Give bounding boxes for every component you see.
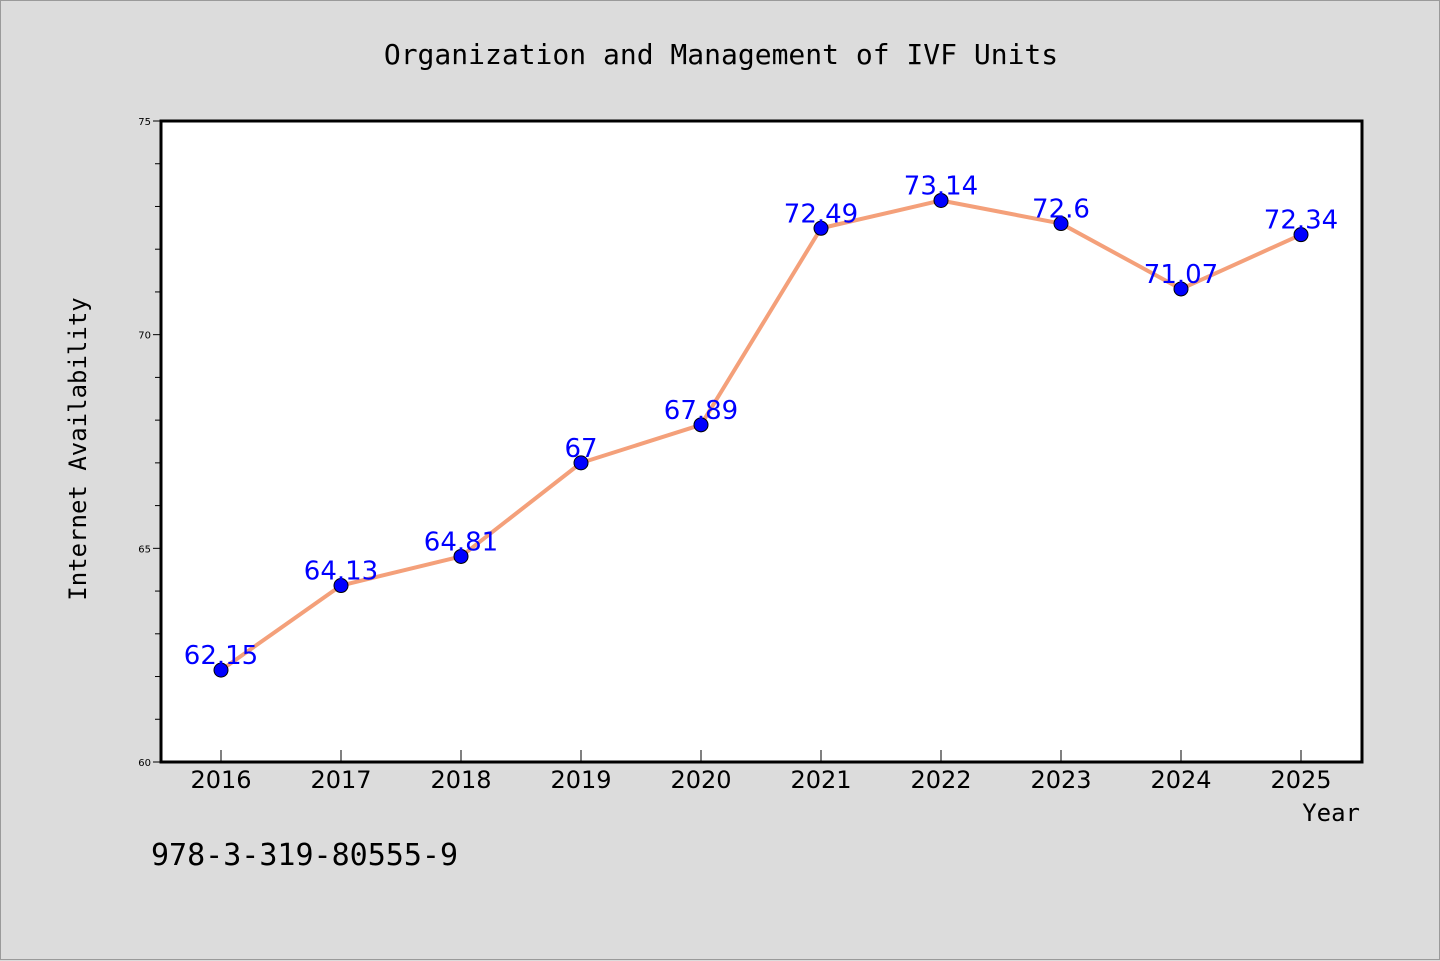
data-point (453, 548, 469, 564)
data-label: 73.14 (904, 171, 978, 201)
x-tick-label: 2025 (1270, 766, 1331, 794)
x-tick-label: 2018 (430, 766, 491, 794)
x-tick-label: 2016 (190, 766, 251, 794)
x-tick-label: 2021 (790, 766, 851, 794)
y-axis: 60 65 70 75 (138, 117, 161, 769)
data-label: 62.15 (184, 641, 258, 671)
series-line (219, 198, 1303, 673)
x-axis-label: Year (1302, 799, 1360, 827)
data-label: 72.34 (1264, 206, 1338, 236)
data-label: 72.6 (1032, 195, 1090, 225)
data-point (1173, 281, 1189, 297)
data-markers (213, 192, 1309, 678)
data-point (813, 220, 829, 236)
chart-title: Organization and Management of IVF Units (384, 38, 1058, 71)
isbn-footer: 978-3-319-80555-9 (151, 838, 458, 873)
data-label: 67.89 (664, 396, 738, 426)
x-tick-label: 2020 (670, 766, 731, 794)
x-tick-label: 2024 (1150, 766, 1211, 794)
data-point (693, 417, 709, 433)
data-label: 64.81 (424, 527, 498, 557)
plot-border (159, 119, 1364, 764)
x-tick-label: 2019 (550, 766, 611, 794)
data-point (213, 662, 229, 678)
data-point (933, 192, 949, 208)
data-point (1053, 216, 1069, 232)
data-point (573, 455, 589, 471)
y-tick-label: 70 (138, 331, 151, 342)
x-tick-label: 2022 (910, 766, 971, 794)
y-tick-label: 65 (138, 544, 151, 555)
plot-area (161, 121, 1362, 762)
data-label: 72.49 (784, 199, 858, 229)
y-tick-label: 75 (138, 117, 151, 128)
data-label: 71.07 (1144, 260, 1218, 290)
x-tick-label: 2017 (310, 766, 371, 794)
x-axis: 2016 2017 2018 2019 2020 2021 2022 2023 2024 2025 (190, 750, 1332, 794)
y-tick-label: 60 (138, 758, 151, 769)
data-point (333, 578, 349, 594)
data-labels: 62.15 64.13 64.81 67 67.89 72.49 73.14 72.6 71.0… (184, 171, 1338, 671)
y-axis-label: Internet Availability (64, 297, 92, 600)
x-tick-label: 2023 (1030, 766, 1091, 794)
data-label: 67 (564, 434, 597, 464)
data-label: 64.13 (304, 557, 378, 587)
data-point (1293, 227, 1309, 243)
